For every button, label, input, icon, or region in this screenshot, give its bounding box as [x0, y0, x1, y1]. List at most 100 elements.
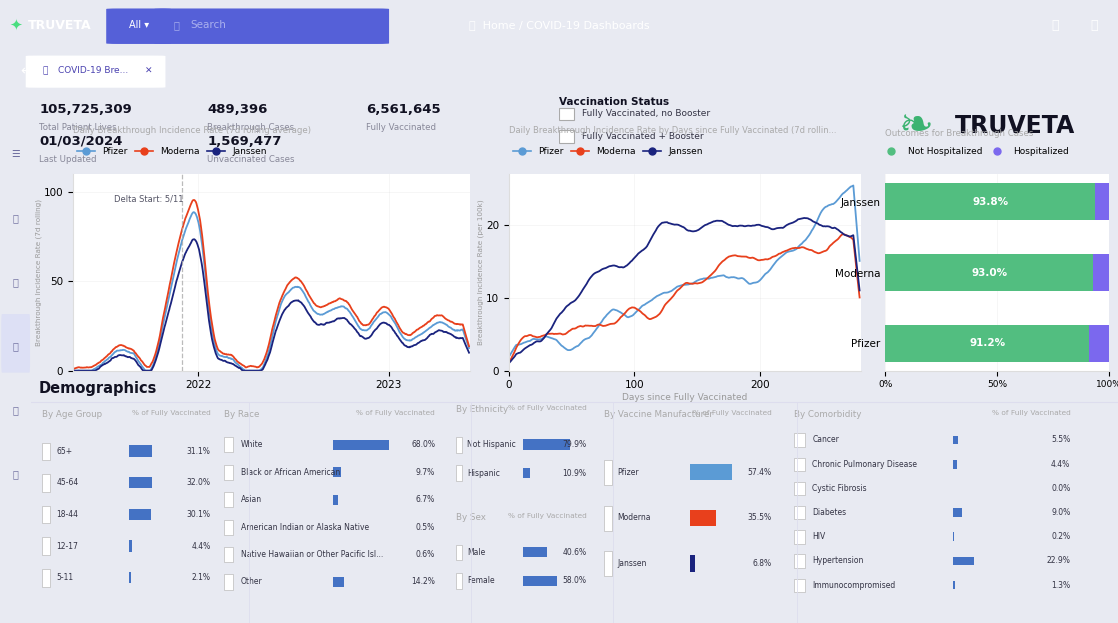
Bar [129, 445, 152, 457]
Text: 9.0%: 9.0% [1051, 508, 1070, 517]
Text: Fully Vaccinated + Booster: Fully Vaccinated + Booster [581, 133, 703, 141]
Text: 32.0%: 32.0% [187, 478, 210, 487]
Text: TRUVETA: TRUVETA [955, 114, 1074, 138]
Text: 📋: 📋 [12, 213, 19, 223]
Bar [954, 556, 974, 565]
Text: 4.4%: 4.4% [1051, 460, 1070, 468]
Bar [885, 325, 1089, 362]
Text: 489,396: 489,396 [208, 103, 268, 117]
Bar [456, 465, 462, 481]
Legend: Pfizer, Moderna, Janssen: Pfizer, Moderna, Janssen [73, 144, 271, 160]
Text: 45-64: 45-64 [56, 478, 78, 487]
Text: HIV: HIV [813, 532, 825, 541]
Bar [333, 467, 341, 477]
Text: Demographics: Demographics [39, 381, 158, 396]
Text: 🔍: 🔍 [12, 277, 19, 287]
Text: 👤: 👤 [1090, 19, 1098, 32]
Bar [794, 530, 805, 543]
Bar [42, 442, 50, 460]
FancyBboxPatch shape [1, 314, 30, 373]
Bar [1096, 183, 1109, 220]
Bar [224, 574, 234, 589]
Text: 0.6%: 0.6% [416, 550, 435, 559]
Text: Black or African American: Black or African American [241, 468, 340, 477]
Bar [559, 130, 574, 143]
Text: ✕: ✕ [145, 67, 153, 75]
Text: 79.9%: 79.9% [562, 440, 586, 449]
Text: Female: Female [467, 576, 494, 586]
Text: American Indian or Alaska Native: American Indian or Alaska Native [241, 523, 369, 531]
Text: 🔍: 🔍 [173, 21, 179, 31]
Bar [954, 508, 961, 517]
Text: By Sex: By Sex [456, 513, 486, 521]
Text: Fully Vaccinated: Fully Vaccinated [366, 123, 436, 131]
Text: 22.9%: 22.9% [1046, 556, 1070, 566]
Text: By Comorbidity: By Comorbidity [794, 410, 861, 419]
Text: Cancer: Cancer [813, 435, 840, 444]
Text: 93.8%: 93.8% [973, 197, 1008, 207]
Text: % of Fully Vaccinated: % of Fully Vaccinated [693, 410, 771, 416]
Text: 93.0%: 93.0% [972, 267, 1007, 278]
Bar [794, 554, 805, 568]
Text: Immunocompromised: Immunocompromised [813, 581, 896, 589]
Text: Diabetes: Diabetes [813, 508, 846, 517]
Text: By Race: By Race [224, 410, 259, 419]
Text: 9.7%: 9.7% [416, 468, 435, 477]
Text: Total Patient Lives: Total Patient Lives [39, 123, 116, 131]
Text: % of Fully Vaccinated: % of Fully Vaccinated [992, 410, 1070, 416]
Bar [333, 495, 338, 505]
Bar [523, 468, 530, 478]
Bar [1093, 254, 1109, 291]
Text: 40.6%: 40.6% [562, 548, 586, 557]
Bar [604, 506, 612, 531]
Bar [333, 440, 389, 450]
Text: 6.7%: 6.7% [416, 495, 435, 504]
Text: 91.2%: 91.2% [969, 338, 1005, 348]
Bar [604, 551, 612, 576]
Bar [954, 581, 955, 589]
Text: Daily Breakthrough Incidence Rate (7d rolling average): Daily Breakthrough Incidence Rate (7d ro… [73, 126, 311, 135]
Text: 31.1%: 31.1% [187, 447, 210, 455]
Bar [691, 464, 732, 480]
Text: Asian: Asian [241, 495, 262, 504]
Y-axis label: Breakthrough Incidence Rate (per 100k): Breakthrough Incidence Rate (per 100k) [479, 200, 484, 345]
Text: Chronic Pulmonary Disease: Chronic Pulmonary Disease [813, 460, 917, 468]
Bar [885, 254, 1093, 291]
Text: Unvaccinated Cases: Unvaccinated Cases [208, 155, 295, 164]
Bar [604, 460, 612, 485]
Text: Pfizer: Pfizer [617, 468, 639, 477]
Text: ☰: ☰ [11, 150, 20, 159]
Text: COVID-19 Bre...: COVID-19 Bre... [58, 67, 129, 75]
Text: All ▾: All ▾ [129, 21, 149, 31]
Bar [42, 569, 50, 586]
Text: Daily Breakthrough Incidence Rate by Days since Fully Vaccinated (7d rollin...: Daily Breakthrough Incidence Rate by Day… [509, 126, 836, 135]
Text: By Vaccine Manufacturer: By Vaccine Manufacturer [604, 410, 712, 419]
Y-axis label: Breakthrough Incidence Rate (7d rolling): Breakthrough Incidence Rate (7d rolling) [36, 199, 42, 346]
Bar [224, 437, 234, 452]
Text: 14.2%: 14.2% [411, 578, 435, 586]
Bar [129, 540, 132, 552]
Text: Male: Male [467, 548, 485, 557]
Text: Cystic Fibrosis: Cystic Fibrosis [813, 484, 866, 493]
Text: 5.5%: 5.5% [1051, 435, 1070, 444]
Bar [523, 439, 570, 450]
Text: 10.9%: 10.9% [562, 468, 586, 478]
Text: 30.1%: 30.1% [187, 510, 210, 519]
Text: Hispanic: Hispanic [467, 468, 500, 478]
Text: ←: ← [20, 65, 31, 78]
Text: TRUVETA: TRUVETA [28, 19, 92, 32]
X-axis label: Days since Fully Vaccinated: Days since Fully Vaccinated [622, 393, 748, 402]
Bar [129, 477, 152, 488]
Bar [224, 465, 234, 480]
Text: 57.4%: 57.4% [748, 468, 771, 477]
Legend: Pfizer, Moderna, Janssen: Pfizer, Moderna, Janssen [510, 144, 707, 160]
Text: % of Fully Vaccinated: % of Fully Vaccinated [357, 410, 435, 416]
Text: Search: Search [190, 21, 226, 31]
Text: Delta Start: 5/11: Delta Start: 5/11 [114, 194, 184, 203]
Text: By Age Group: By Age Group [42, 410, 103, 419]
Text: % of Fully Vaccinated: % of Fully Vaccinated [132, 410, 210, 416]
Bar [129, 509, 151, 520]
Bar [954, 435, 958, 444]
Bar [954, 460, 957, 468]
Bar [794, 579, 805, 592]
